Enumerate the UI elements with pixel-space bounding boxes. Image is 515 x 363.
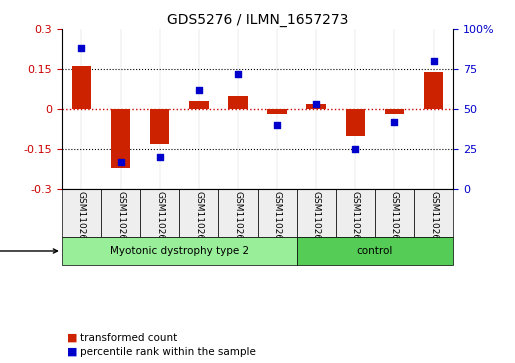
Text: GSM1102614: GSM1102614	[77, 191, 86, 252]
Text: GSM1102618: GSM1102618	[233, 191, 243, 252]
FancyBboxPatch shape	[62, 189, 101, 237]
Point	[273, 122, 281, 128]
FancyBboxPatch shape	[297, 189, 336, 237]
Bar	[111, 109, 130, 168]
Point	[351, 146, 359, 152]
Text: GSM1102620: GSM1102620	[312, 191, 321, 252]
Bar	[228, 96, 248, 109]
Bar	[306, 104, 326, 109]
Point	[234, 71, 242, 77]
FancyBboxPatch shape	[375, 189, 414, 237]
Point	[156, 154, 164, 160]
FancyBboxPatch shape	[297, 237, 453, 265]
Text: percentile rank within the sample: percentile rank within the sample	[80, 347, 256, 357]
Text: GSM1102621: GSM1102621	[351, 191, 360, 252]
Text: GSM1102622: GSM1102622	[390, 191, 399, 252]
Bar	[189, 101, 209, 109]
Point	[430, 58, 438, 64]
Text: ■: ■	[67, 347, 77, 357]
Point	[312, 101, 320, 107]
Text: control: control	[357, 246, 393, 256]
FancyBboxPatch shape	[62, 237, 297, 265]
FancyBboxPatch shape	[258, 189, 297, 237]
FancyBboxPatch shape	[140, 189, 179, 237]
Point	[390, 119, 399, 125]
Text: GSM1102615: GSM1102615	[116, 191, 125, 252]
Point	[77, 45, 85, 51]
Bar	[346, 109, 365, 136]
Text: GSM1102617: GSM1102617	[194, 191, 203, 252]
Point	[195, 87, 203, 93]
Bar	[424, 72, 443, 109]
Text: transformed count: transformed count	[80, 333, 177, 343]
Bar	[72, 66, 91, 109]
Text: disease state: disease state	[0, 246, 58, 256]
FancyBboxPatch shape	[218, 189, 258, 237]
Text: GSM1102616: GSM1102616	[155, 191, 164, 252]
Title: GDS5276 / ILMN_1657273: GDS5276 / ILMN_1657273	[167, 13, 348, 26]
Bar	[267, 109, 287, 114]
Text: Myotonic dystrophy type 2: Myotonic dystrophy type 2	[110, 246, 249, 256]
Point	[116, 159, 125, 165]
Bar	[150, 109, 169, 144]
Text: GSM1102619: GSM1102619	[272, 191, 282, 252]
Bar	[385, 109, 404, 114]
FancyBboxPatch shape	[101, 189, 140, 237]
Text: GSM1102623: GSM1102623	[429, 191, 438, 252]
FancyBboxPatch shape	[179, 189, 218, 237]
Text: ■: ■	[67, 333, 77, 343]
FancyBboxPatch shape	[414, 189, 453, 237]
FancyBboxPatch shape	[336, 189, 375, 237]
